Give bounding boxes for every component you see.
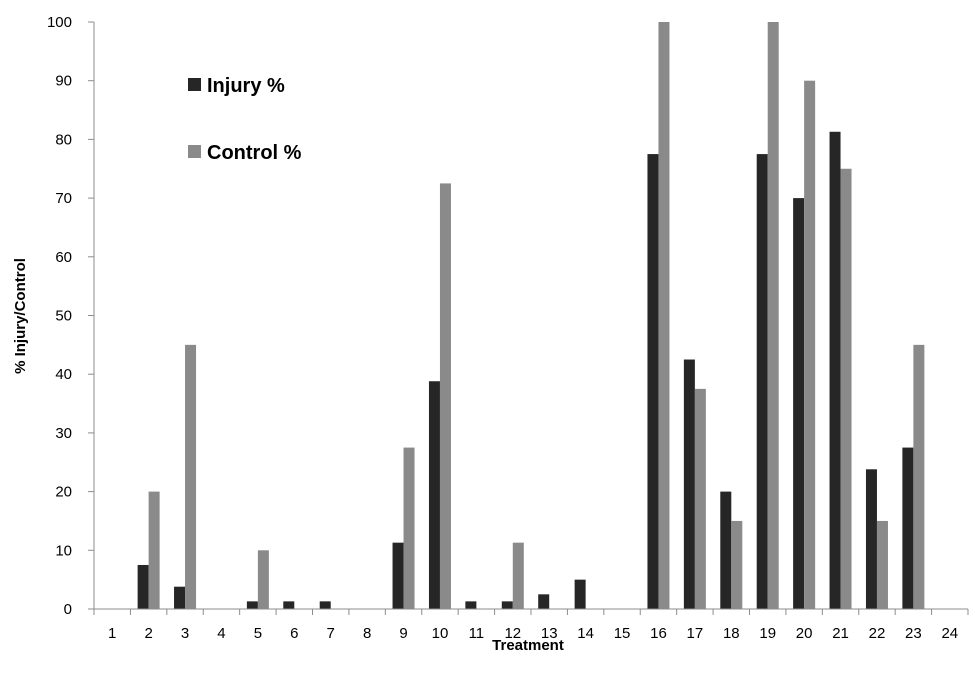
x-tick-label: 19 (759, 625, 776, 642)
bar-control (913, 344, 925, 609)
legend-label-injury: Injury % (207, 75, 285, 97)
y-tick-label: 50 (55, 308, 72, 325)
bar-control (840, 168, 852, 609)
legend-swatch-control (188, 145, 201, 158)
y-tick-label: 0 (64, 601, 72, 618)
y-tick-label: 10 (55, 542, 72, 559)
x-tick-label: 5 (254, 625, 262, 642)
x-tick-label: 9 (399, 625, 407, 642)
bar-control (658, 22, 670, 609)
bar-control (439, 183, 451, 610)
bar-injury (720, 491, 732, 609)
bar-control (731, 520, 743, 609)
bar-control (403, 447, 415, 609)
bar-control (694, 388, 706, 609)
x-tick-label: 21 (832, 625, 849, 642)
y-tick-label: 90 (55, 73, 72, 90)
x-tick-label: 11 (469, 625, 485, 642)
bar-injury (865, 469, 877, 609)
x-tick-label: 8 (363, 625, 371, 642)
legend-label-control: Control % (207, 142, 302, 164)
bar-injury (538, 594, 550, 609)
y-tick-label: 20 (55, 484, 72, 501)
bar-injury (319, 601, 331, 609)
bar-injury (465, 601, 477, 609)
bar-injury (829, 131, 841, 610)
bar-control (512, 542, 524, 609)
x-tick-label: 2 (144, 625, 152, 642)
bar-injury (392, 542, 404, 609)
bar-control (148, 491, 160, 609)
y-tick-label: 80 (55, 131, 72, 148)
x-tick-label: 6 (290, 625, 298, 642)
x-tick-label: 3 (181, 625, 189, 642)
x-tick-label: 1 (108, 625, 116, 642)
x-tick-label: 20 (796, 625, 813, 642)
x-tick-label: 24 (941, 625, 958, 642)
y-tick-label: 70 (55, 190, 72, 207)
bar-injury (428, 381, 440, 609)
bar-injury (246, 601, 258, 609)
x-axis-title: Treatment (492, 637, 564, 654)
x-tick-label: 15 (614, 625, 631, 642)
bar-injury (283, 601, 295, 609)
y-axis-ticks: 0 10 20 30 40 50 60 70 80 90 100 (47, 14, 94, 618)
bar-control (185, 344, 197, 609)
x-axis-ticks: 1 2 3 4 5 6 7 8 9 10 11 12 13 14 15 16 17 18 19 20 21 22 23 24 (93, 609, 969, 642)
bar-control (767, 22, 779, 609)
bar-injury (647, 154, 659, 609)
x-tick-label: 17 (687, 625, 704, 642)
bar-control (876, 520, 888, 609)
x-tick-label: 4 (217, 625, 225, 642)
legend-swatch-injury (188, 78, 201, 91)
x-tick-label: 10 (432, 625, 449, 642)
x-tick-label: 23 (905, 625, 922, 642)
x-tick-label: 12 (504, 625, 521, 642)
x-tick-label: 13 (541, 625, 558, 642)
bar-injury (574, 579, 586, 609)
bar-injury (683, 359, 695, 609)
y-tick-label: 40 (55, 366, 72, 383)
x-tick-label: 14 (577, 625, 594, 642)
bar-control (804, 80, 816, 609)
x-tick-label: 22 (869, 625, 886, 642)
x-tick-label: 7 (327, 625, 335, 642)
bar-injury (174, 586, 186, 609)
y-tick-label: 30 (55, 425, 72, 442)
y-tick-label: 100 (47, 14, 72, 31)
y-tick-label: 60 (55, 249, 72, 266)
x-tick-label: 16 (650, 625, 667, 642)
bar-injury (137, 564, 149, 609)
bar-injury (501, 601, 513, 609)
bar-control (257, 550, 269, 609)
bars (137, 22, 925, 610)
bar-injury (756, 154, 768, 609)
bar-injury (902, 447, 914, 609)
y-axis-title: % Injury/Control (12, 258, 29, 374)
x-tick-label: 18 (723, 625, 740, 642)
legend: Injury % Control % (188, 75, 302, 164)
bar-injury (793, 198, 805, 609)
